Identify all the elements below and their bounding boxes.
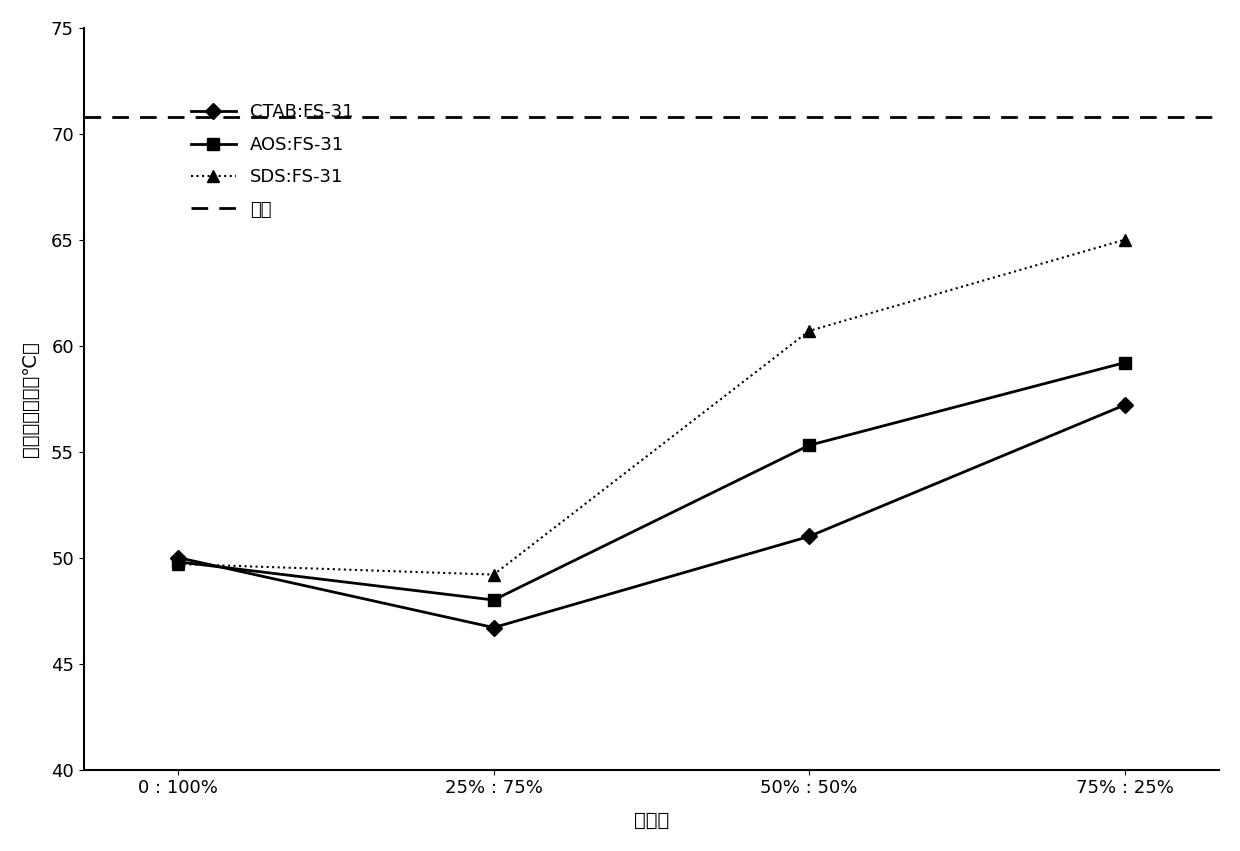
Y-axis label: 表面平均温度（℃）: 表面平均温度（℃）	[21, 340, 40, 457]
Line: CTAB:FS-31: CTAB:FS-31	[172, 399, 1130, 633]
AOS:FS-31	[486, 595, 501, 605]
SDS:FS-31	[486, 569, 501, 580]
绍水	[171, 111, 186, 122]
Line: SDS:FS-31: SDS:FS-31	[172, 234, 1130, 580]
CTAB:FS-31	[802, 531, 817, 541]
绍水	[486, 111, 501, 122]
Legend: CTAB:FS-31, AOS:FS-31, SDS:FS-31, 绍水: CTAB:FS-31, AOS:FS-31, SDS:FS-31, 绍水	[184, 96, 361, 226]
SDS:FS-31	[802, 326, 817, 336]
CTAB:FS-31	[171, 552, 186, 563]
CTAB:FS-31	[1117, 400, 1132, 410]
Line: AOS:FS-31: AOS:FS-31	[172, 357, 1130, 606]
AOS:FS-31	[1117, 357, 1132, 368]
SDS:FS-31	[1117, 235, 1132, 245]
CTAB:FS-31	[486, 622, 501, 632]
AOS:FS-31	[171, 557, 186, 567]
SDS:FS-31	[171, 559, 186, 569]
X-axis label: 体积比: 体积比	[634, 811, 670, 831]
AOS:FS-31	[802, 440, 817, 450]
